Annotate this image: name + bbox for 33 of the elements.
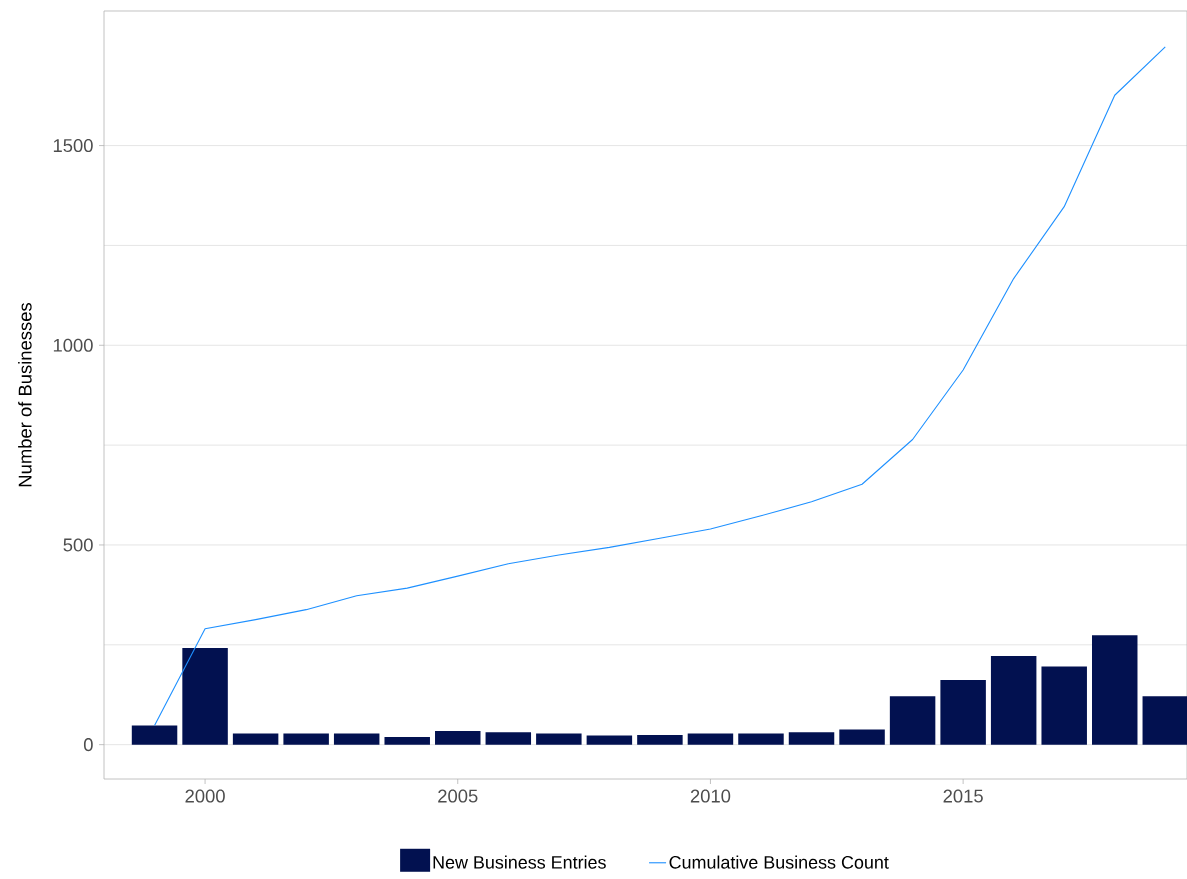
bar [232,733,279,745]
legend-label: Cumulative Business Count [669,855,889,869]
bar [283,733,329,745]
x-tick-label: 2010 [690,789,731,803]
bar [990,655,1037,745]
bar [1041,666,1087,745]
bar [131,725,178,745]
bar [889,696,936,745]
y-axis-title: Number of Businesses [18,303,32,487]
bar [333,733,380,745]
bar [839,729,885,745]
y-tick-label: 0 [83,738,93,752]
bar [536,733,582,745]
x-tick-label: 2000 [185,789,225,803]
bar [182,648,228,745]
bar [435,731,481,745]
bar [738,733,784,745]
bar [384,737,430,745]
bar [637,735,683,745]
y-tick-label: 500 [63,538,93,552]
legend-label: New Business Entries [433,855,606,869]
bar [485,732,532,745]
bar [1142,696,1187,745]
bar [788,732,835,745]
bar [586,735,633,745]
y-tick-label: 1000 [53,338,93,352]
x-tick-label: 2005 [438,789,478,803]
bar [940,679,986,745]
y-tick-label: 1500 [53,139,93,153]
line-series [153,46,1166,727]
bar [687,733,734,745]
bar [1092,635,1138,745]
x-tick-label: 2015 [943,789,983,803]
